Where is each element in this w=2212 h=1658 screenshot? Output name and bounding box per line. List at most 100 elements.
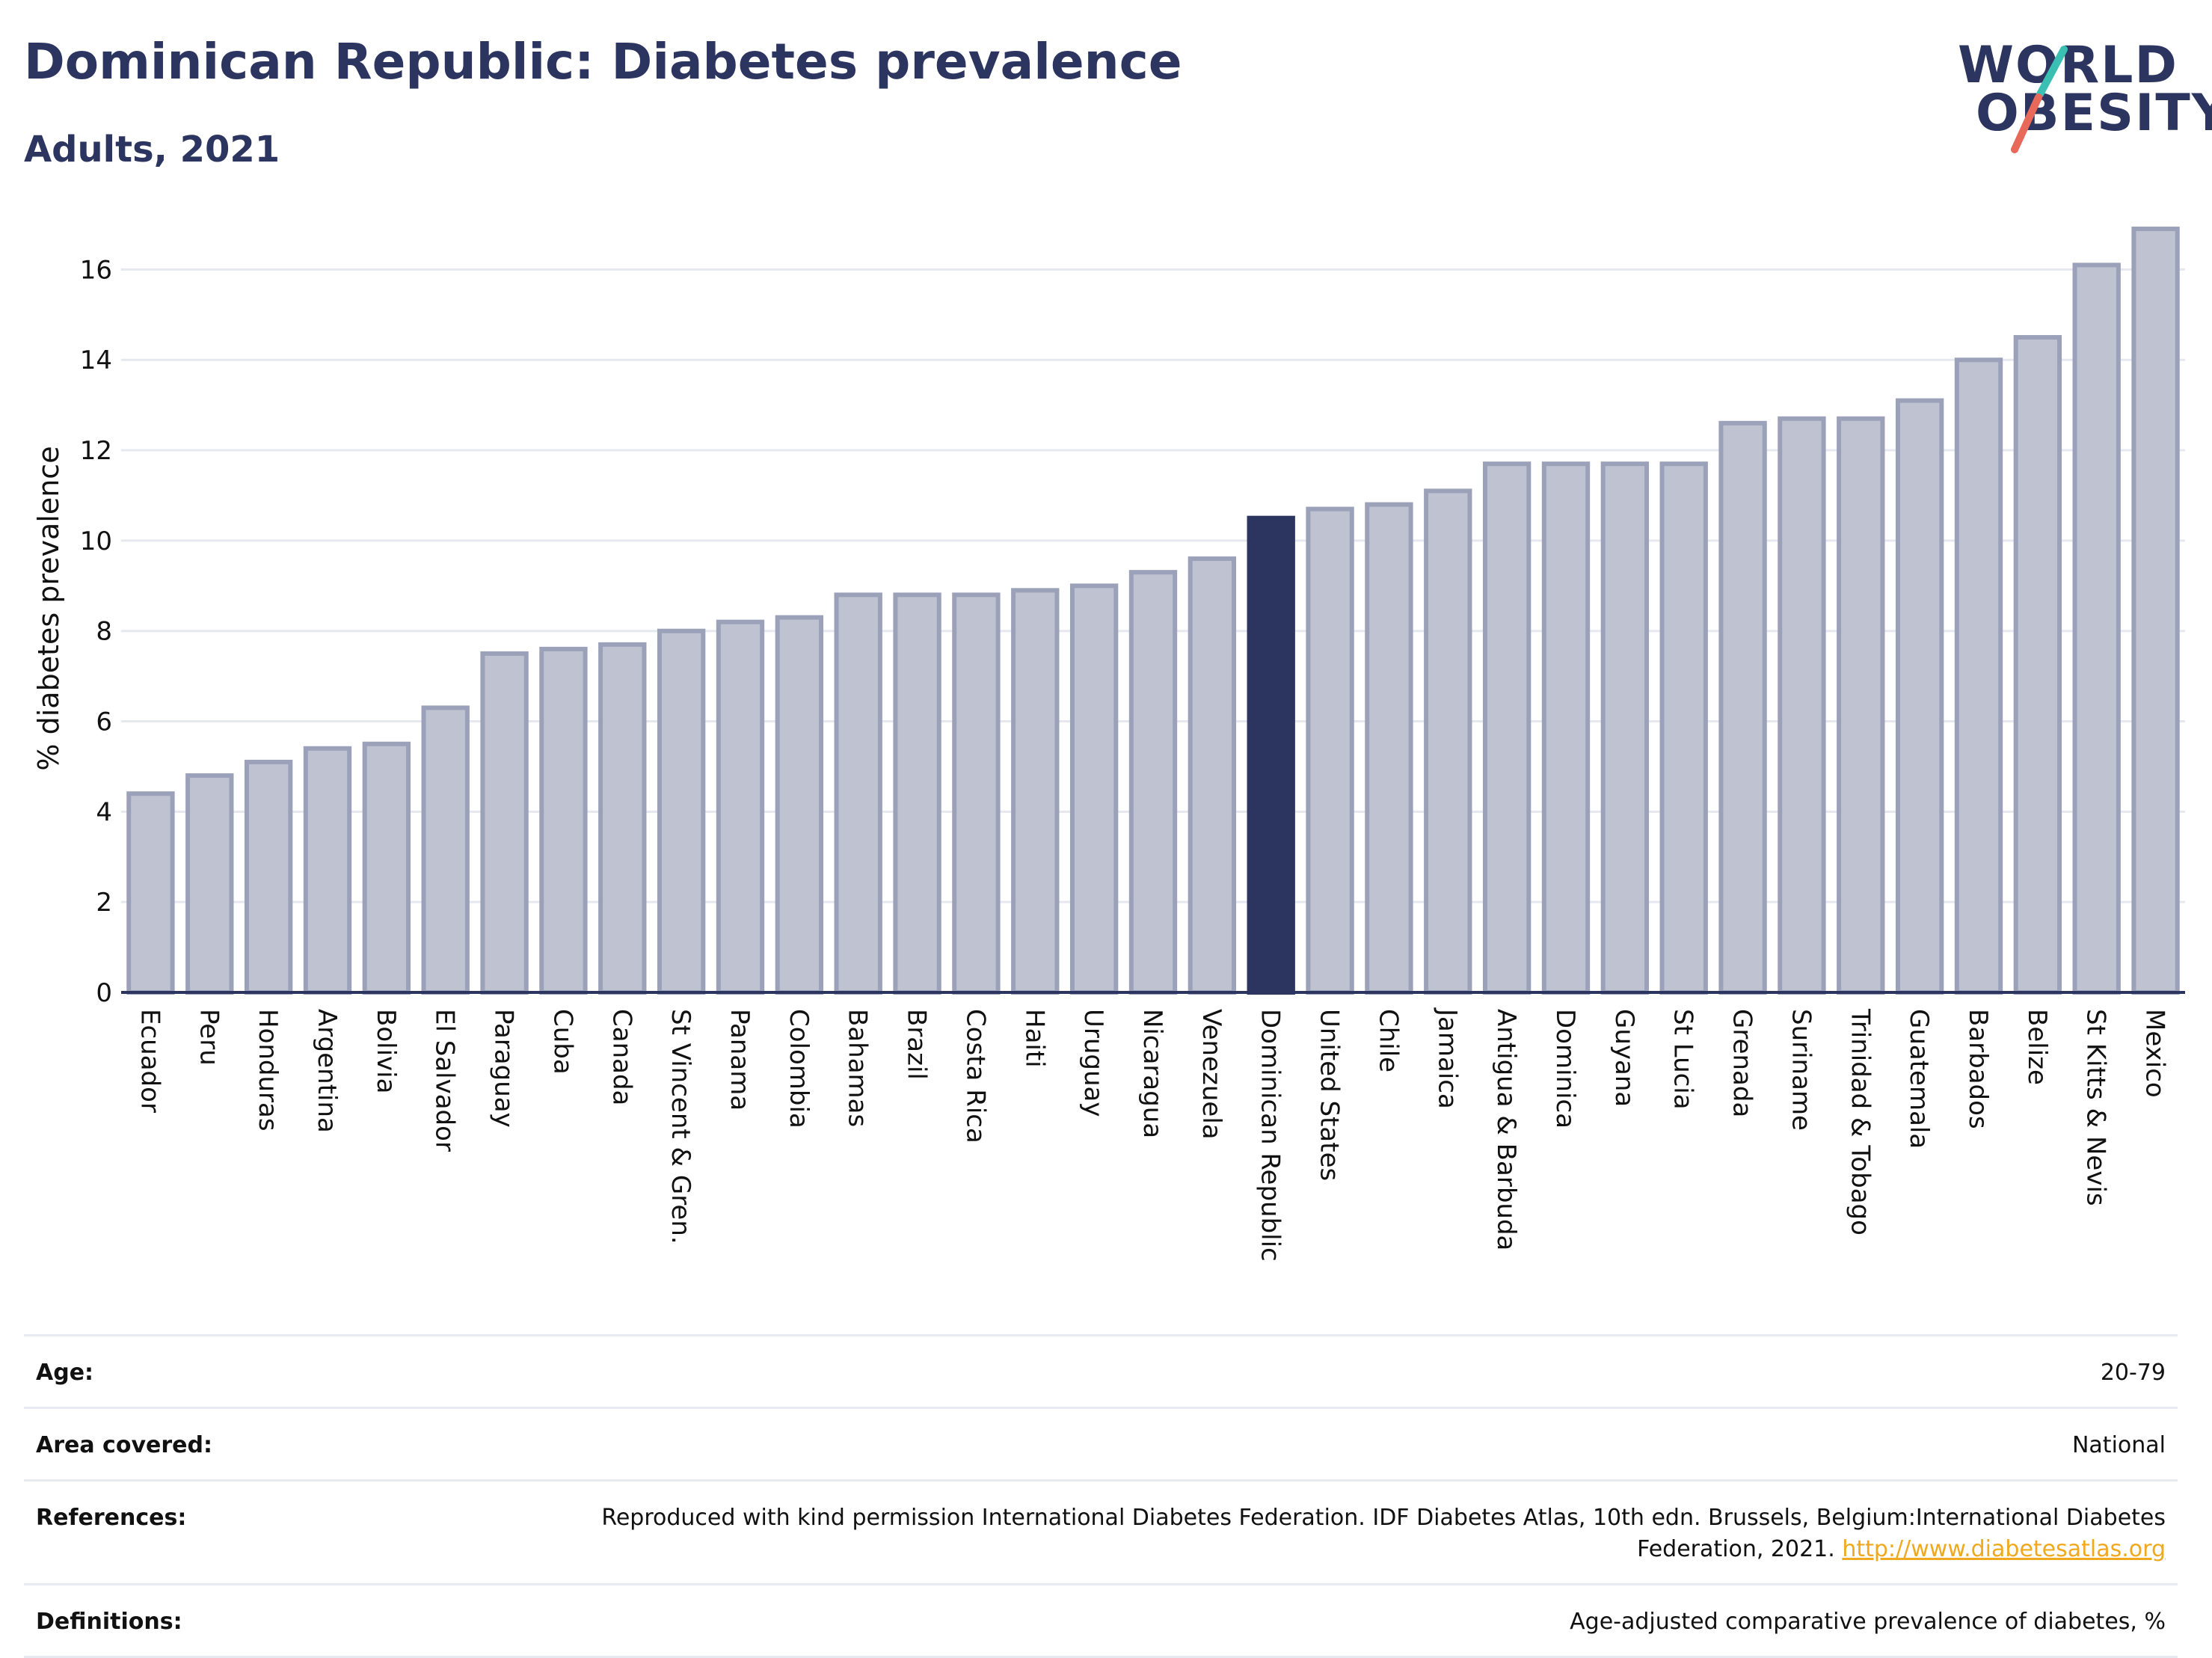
y-tick-label: 10 (80, 526, 112, 556)
x-tick-label: St Lucia (1668, 1009, 1698, 1110)
bar (775, 615, 824, 995)
y-tick-label: 14 (80, 346, 112, 375)
y-tick-label: 4 (96, 797, 112, 827)
x-tick-label: Canada (606, 1009, 636, 1105)
x-tick-label: Guatemala (1904, 1009, 1934, 1149)
x-tick-label: St Kitts & Nevis (2081, 1009, 2111, 1206)
x-tick-label: Nicaragua (1137, 1009, 1167, 1138)
bar (657, 628, 706, 995)
bar (1365, 502, 1413, 995)
bar (244, 759, 293, 995)
x-tick-label: Dominican Republic (1256, 1009, 1285, 1262)
x-tick-label: St Vincent & Gren. (666, 1009, 695, 1244)
meta-definitions-value: Age-adjusted comparative prevalence of d… (1570, 1609, 2166, 1635)
x-tick-label: Suriname (1786, 1009, 1816, 1131)
bar (1128, 570, 1178, 995)
meta-references-label: References: (36, 1505, 187, 1531)
bar (1718, 420, 1767, 995)
logo-line-2: OBESITY (1976, 84, 2212, 143)
bar (1659, 461, 1708, 995)
y-tick-label: 0 (96, 978, 112, 1008)
bar (1069, 583, 1119, 995)
y-tick-label: 8 (96, 617, 112, 647)
meta-row-definitions: Definitions: Age-adjusted comparative pr… (24, 1585, 2178, 1658)
meta-age-label: Age: (36, 1360, 94, 1386)
x-tick-label: Haiti (1019, 1009, 1049, 1068)
meta-row-age: Age: 20-79 (24, 1336, 2178, 1409)
logo-slash-icon (2011, 46, 2068, 153)
x-tick-label: Bolivia (371, 1009, 401, 1093)
x-tick-label: Colombia (784, 1009, 814, 1129)
y-tick-label: 16 (80, 255, 112, 285)
y-tick-label: 2 (96, 888, 112, 918)
x-tick-label: Paraguay (489, 1009, 519, 1128)
bar (126, 791, 175, 995)
x-tick-label: Guyana (1609, 1009, 1639, 1107)
bar (1837, 416, 1885, 995)
meta-age-value: 20-79 (2100, 1360, 2166, 1386)
bars (126, 227, 2180, 995)
x-tick-label: Honduras (253, 1009, 283, 1132)
x-tick-label: Jamaica (1432, 1007, 1462, 1109)
bar (1306, 506, 1354, 995)
bar (2013, 335, 2062, 995)
x-tick-label: Barbados (1963, 1009, 1993, 1129)
x-tick-label: Mexico (2140, 1009, 2170, 1098)
x-tick-label: Antigua & Barbuda (1491, 1009, 1521, 1250)
meta-row-area: Area covered: National (24, 1409, 2178, 1482)
x-tick-label: Uruguay (1078, 1009, 1108, 1117)
bar (2131, 227, 2180, 995)
y-tick-label: 12 (80, 436, 112, 466)
bar (1482, 461, 1531, 995)
x-tick-label: Argentina (312, 1009, 342, 1133)
references-link[interactable]: http://www.diabetesatlas.org (1842, 1536, 2166, 1562)
bar (1541, 461, 1591, 995)
y-tick-labels: 0 2 4 6 8 10 12 14 16 (80, 255, 112, 1008)
x-tick-label: Venezuela (1196, 1009, 1226, 1140)
bar (834, 592, 882, 995)
x-tick-label: United States (1315, 1009, 1345, 1181)
x-tick-label: Brazil (902, 1009, 932, 1080)
x-tick-label: Costa Rica (960, 1009, 990, 1143)
x-tick-label: El Salvador (430, 1009, 460, 1152)
bar (2072, 262, 2121, 995)
metadata-table: Age: 20-79 Area covered: National Refere… (24, 1334, 2178, 1658)
x-tick-label: Cuba (547, 1009, 577, 1075)
bar (539, 646, 588, 995)
x-tick-label: Bahamas (843, 1009, 873, 1127)
meta-references-value: Reproduced with kind permission Internat… (520, 1502, 2166, 1565)
bar (421, 705, 470, 995)
bar-chart: 0 2 4 6 8 10 12 14 16 Ecuador Peru Honduras Argenti… (32, 227, 2185, 1262)
world-obesity-logo: WORLD OBESITY (1952, 22, 2212, 157)
bar (1778, 416, 1826, 995)
meta-area-label: Area covered: (36, 1432, 212, 1458)
bar (893, 592, 941, 995)
y-axis-label: % diabetes prevalence (32, 446, 65, 770)
x-tick-label: Ecuador (135, 1009, 165, 1113)
x-tick-label: Chile (1373, 1009, 1403, 1072)
bar (1011, 588, 1060, 995)
bar (480, 651, 529, 995)
y-tick-label: 6 (96, 707, 112, 737)
meta-definitions-label: Definitions: (36, 1609, 182, 1635)
bar (185, 773, 234, 995)
x-tick-label: Peru (194, 1009, 224, 1066)
bar (716, 619, 765, 995)
x-tick-label: Dominica (1550, 1009, 1580, 1129)
page-title: Dominican Republic: Diabetes prevalence (24, 33, 1182, 90)
bar (598, 642, 647, 995)
bar (1954, 357, 2003, 995)
bar (1895, 398, 1944, 995)
x-tick-label: Grenada (1727, 1009, 1757, 1117)
x-tick-label: Belize (2022, 1009, 2052, 1085)
bar (952, 592, 1001, 995)
bar (303, 746, 352, 995)
bar (362, 741, 411, 995)
bar (1188, 556, 1237, 995)
logo-line-1: WORLD (1958, 36, 2178, 95)
x-tick-label: Panama (725, 1009, 755, 1111)
x-tick-labels: Ecuador Peru Honduras Argentina Bolivia El Sa… (135, 1007, 2169, 1262)
meta-row-references: References: Reproduced with kind permiss… (24, 1482, 2178, 1585)
bar-highlight (1247, 515, 1295, 995)
page-subtitle: Adults, 2021 (24, 129, 280, 171)
